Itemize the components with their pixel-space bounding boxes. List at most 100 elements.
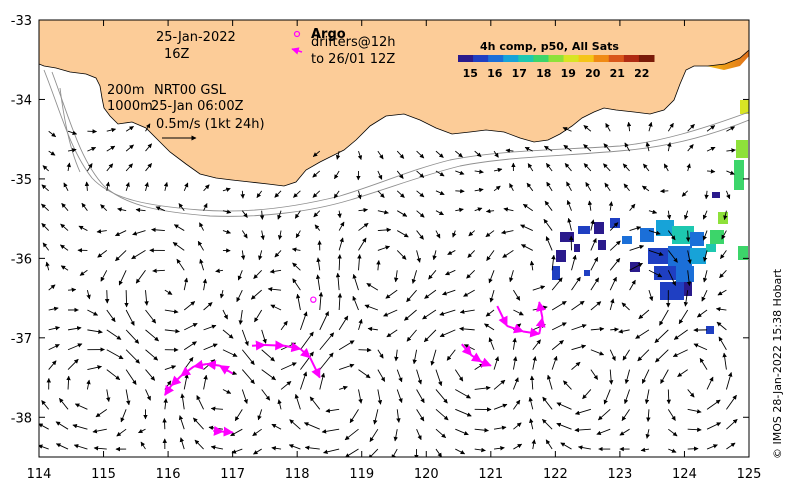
current-vector: [454, 369, 464, 382]
current-vector: [295, 293, 301, 311]
current-vector: [545, 439, 553, 450]
current-vector: [543, 145, 553, 152]
current-vector: [590, 277, 600, 291]
lon-tick-label: 114: [27, 467, 52, 482]
current-vector: [152, 268, 165, 274]
current-vector: [377, 389, 383, 405]
current-vector: [640, 447, 650, 452]
current-vector: [292, 278, 301, 291]
current-vector: [267, 287, 282, 292]
current-vector: [696, 309, 708, 318]
current-vector: [203, 203, 208, 211]
current-vector: [338, 221, 345, 231]
current-vector: [237, 270, 243, 281]
current-vector: [358, 389, 363, 404]
current-vector: [180, 393, 185, 410]
current-vector: [55, 443, 69, 450]
current-vector: [87, 329, 103, 334]
current-vector: [100, 204, 108, 212]
current-vector: [358, 207, 368, 213]
current-vector: [183, 341, 197, 351]
current-vector: [667, 409, 676, 421]
current-vector: [210, 406, 223, 411]
current-vector: [79, 269, 88, 276]
current-vector: [673, 329, 688, 340]
current-vector: [260, 230, 265, 241]
current-vector: [707, 169, 716, 174]
current-vector: [660, 369, 669, 384]
current-vector: [532, 356, 537, 370]
colorbar-label: 16: [487, 67, 503, 80]
current-vector: [393, 270, 399, 283]
current-vector: [385, 289, 398, 299]
current-vector: [546, 181, 553, 192]
current-vector: [435, 448, 443, 457]
current-vector: [686, 270, 692, 287]
sst-pixel-block: [706, 326, 714, 334]
current-vector: [648, 290, 654, 302]
current-vector: [583, 163, 592, 172]
current-vector: [422, 309, 437, 320]
current-vector: [532, 339, 541, 351]
current-vector: [543, 218, 553, 231]
current-vector: [590, 256, 599, 271]
current-vector: [261, 389, 271, 401]
current-vector: [280, 320, 288, 331]
current-vector: [315, 274, 321, 291]
current-vector: [337, 292, 343, 311]
drifter-segment: [506, 323, 525, 334]
annotation-block: 25-Jan-2022 16Z 200m NRT00 GSL 1000m 25-…: [107, 30, 265, 141]
current-vector: [564, 163, 572, 172]
current-vector: [447, 250, 456, 255]
current-vector: [125, 125, 134, 132]
current-vector: [59, 398, 69, 410]
current-vector: [428, 269, 437, 280]
drifters-legend-label: drifters@12h: [311, 35, 396, 50]
current-vector: [106, 309, 116, 323]
current-vector: [261, 349, 275, 362]
current-vector: [125, 163, 133, 172]
current-vector: [393, 429, 398, 442]
current-vector: [95, 408, 108, 418]
current-vector: [435, 190, 445, 195]
current-vector: [646, 409, 651, 422]
current-vector: [621, 302, 630, 311]
current-vector: [513, 289, 521, 301]
current-vector: [416, 230, 424, 240]
current-vector: [702, 210, 708, 220]
current-vector: [45, 261, 50, 271]
colorbar-swatch: [533, 55, 549, 62]
current-vector: [706, 444, 718, 450]
current-vector: [97, 250, 108, 258]
sst-pixel-block: [574, 244, 580, 252]
scale-label: 0.5m/s (1kt 24h): [156, 117, 265, 132]
current-vector: [73, 444, 88, 450]
current-vector: [577, 445, 591, 450]
current-vector: [474, 427, 489, 433]
current-vector: [528, 396, 534, 410]
current-vector: [60, 244, 69, 251]
current-vector: [105, 181, 110, 191]
current-vector: [115, 230, 127, 237]
current-vector: [144, 290, 149, 306]
current-vector: [435, 230, 441, 239]
current-vector: [87, 147, 97, 152]
lat-tick-label: -33: [11, 14, 32, 29]
current-vector: [78, 225, 88, 231]
current-vector: [726, 126, 736, 132]
current-vector: [596, 428, 611, 436]
current-vector: [366, 283, 379, 291]
current-vector: [725, 190, 731, 200]
current-vector: [629, 203, 636, 211]
drifter-track: [213, 425, 234, 437]
current-vector: [106, 349, 124, 360]
contour-200-label: 200m: [107, 83, 144, 98]
current-vector: [623, 389, 631, 405]
lon-tick-label: 119: [349, 467, 374, 482]
current-vector: [411, 270, 418, 284]
current-vector: [106, 329, 122, 340]
current-vector: [280, 362, 297, 371]
current-vector: [513, 422, 522, 430]
current-vector: [241, 210, 248, 218]
current-vector: [474, 385, 491, 391]
